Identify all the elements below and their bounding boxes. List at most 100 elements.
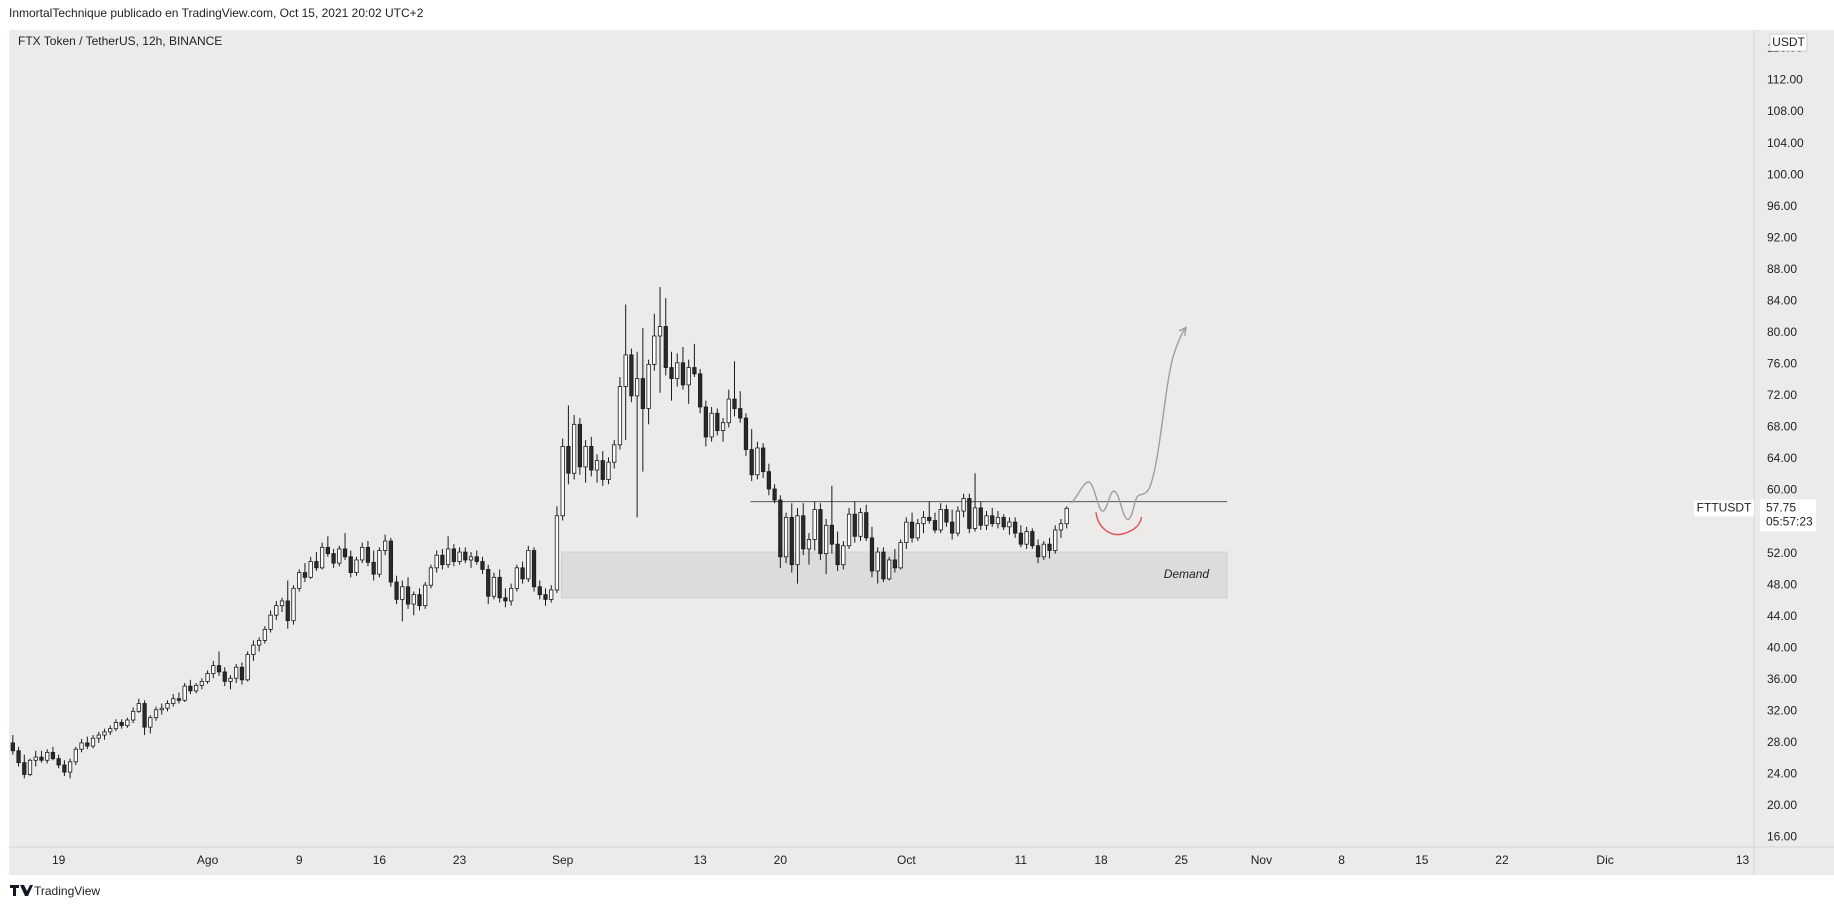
candle-body bbox=[297, 572, 302, 589]
candle-body bbox=[657, 326, 663, 337]
candle-body bbox=[1035, 545, 1041, 558]
candle-body bbox=[950, 521, 955, 534]
candle-body bbox=[96, 734, 101, 739]
countdown-label: 05:57:23 bbox=[1766, 514, 1813, 528]
y-tick-label: 40.00 bbox=[1767, 640, 1797, 654]
candle-body bbox=[726, 398, 731, 424]
candle-body bbox=[635, 378, 640, 397]
candle-body bbox=[858, 512, 863, 537]
candle-body bbox=[789, 516, 794, 566]
candle-body bbox=[1013, 521, 1018, 534]
x-tick-label: 9 bbox=[296, 853, 303, 867]
x-tick-label: 13 bbox=[693, 853, 707, 867]
candle-body bbox=[812, 509, 817, 540]
candle-body bbox=[1058, 523, 1064, 531]
candle-body bbox=[148, 717, 153, 728]
candle-body bbox=[795, 515, 800, 566]
y-tick-label: 76.00 bbox=[1767, 357, 1797, 371]
candle-body bbox=[612, 444, 617, 463]
y-tick-label: 88.00 bbox=[1767, 262, 1797, 276]
candle-body bbox=[16, 750, 21, 764]
candle-body bbox=[560, 445, 565, 517]
x-tick-label: Ago bbox=[197, 853, 219, 867]
y-tick-label: 44.00 bbox=[1767, 609, 1797, 623]
symbol-box bbox=[1694, 500, 1754, 517]
candle-body bbox=[405, 586, 411, 605]
candle-body bbox=[171, 698, 176, 704]
candle-body bbox=[640, 378, 645, 409]
candle-body bbox=[984, 515, 989, 526]
candle-body bbox=[594, 460, 600, 471]
candle-body bbox=[898, 542, 903, 569]
candle-body bbox=[915, 523, 920, 539]
y-tick-label: 84.00 bbox=[1767, 293, 1797, 307]
candle-body bbox=[119, 722, 124, 726]
candle-body bbox=[234, 666, 239, 679]
chart-title: FTX Token / TetherUS, 12h, BINANCE bbox=[18, 34, 222, 48]
candle-body bbox=[165, 703, 170, 709]
candle-body bbox=[136, 703, 141, 712]
candle-body bbox=[824, 524, 829, 555]
x-tick-label: Dic bbox=[1596, 853, 1613, 867]
candle-body bbox=[27, 759, 33, 775]
demand-zone bbox=[561, 551, 1228, 599]
candle-body bbox=[927, 516, 932, 521]
x-tick-label: 16 bbox=[373, 853, 387, 867]
brand-name: TradingView bbox=[34, 884, 100, 898]
candle-body bbox=[543, 594, 548, 600]
candle-body bbox=[743, 417, 749, 450]
candle-body bbox=[440, 554, 445, 566]
candle-body bbox=[417, 594, 422, 607]
candle-body bbox=[337, 548, 342, 564]
candle-body bbox=[22, 762, 27, 775]
currency-label: USDT bbox=[1772, 35, 1805, 49]
projection-path bbox=[1070, 328, 1186, 520]
y-tick-label: 52.00 bbox=[1767, 546, 1797, 560]
candle-body bbox=[514, 567, 519, 589]
x-tick-label: 18 bbox=[1094, 853, 1108, 867]
candle-body bbox=[709, 412, 714, 438]
candle-body bbox=[1041, 543, 1046, 558]
y-tick-label: 24.00 bbox=[1767, 767, 1797, 781]
y-tick-label: 60.00 bbox=[1767, 483, 1797, 497]
candle-body bbox=[892, 559, 897, 569]
candle-body bbox=[400, 586, 405, 600]
x-tick-label: 11 bbox=[1015, 853, 1028, 867]
y-tick-label: 20.00 bbox=[1767, 798, 1797, 812]
candle-body bbox=[199, 680, 204, 686]
candle-body bbox=[732, 398, 737, 409]
candle-body bbox=[130, 710, 136, 721]
candle-body bbox=[600, 460, 605, 480]
brand: TradingView bbox=[10, 884, 100, 898]
candle-body bbox=[486, 569, 491, 597]
candle-body bbox=[302, 572, 308, 578]
candle-body bbox=[491, 576, 497, 597]
candle-body bbox=[537, 586, 542, 596]
x-tick-label: 13 bbox=[1736, 853, 1750, 867]
candle-body bbox=[646, 363, 651, 409]
x-tick-label: 15 bbox=[1415, 853, 1429, 867]
candle-body bbox=[182, 685, 187, 701]
candle-body bbox=[967, 498, 972, 529]
candle-body bbox=[279, 600, 285, 607]
candle-body bbox=[720, 422, 726, 432]
projection-drawing bbox=[1070, 326, 1187, 536]
candle-body bbox=[62, 764, 67, 773]
candle-body bbox=[85, 742, 90, 747]
candle-body bbox=[629, 354, 634, 397]
x-tick-label: 25 bbox=[1175, 853, 1189, 867]
candle-body bbox=[480, 561, 485, 570]
price-box bbox=[1760, 499, 1816, 532]
candle-body bbox=[932, 520, 938, 531]
projection-arrow bbox=[1178, 326, 1187, 336]
candle-body bbox=[829, 524, 834, 545]
candle-body bbox=[365, 546, 371, 563]
x-tick-label: Sep bbox=[552, 853, 574, 867]
x-tick-label: 19 bbox=[52, 853, 66, 867]
x-tick-label: Oct bbox=[897, 853, 916, 867]
candle-body bbox=[497, 576, 502, 599]
candle-body bbox=[1007, 521, 1012, 528]
candle-body bbox=[520, 567, 525, 580]
candle-body bbox=[566, 445, 571, 474]
candle-body bbox=[360, 546, 365, 561]
